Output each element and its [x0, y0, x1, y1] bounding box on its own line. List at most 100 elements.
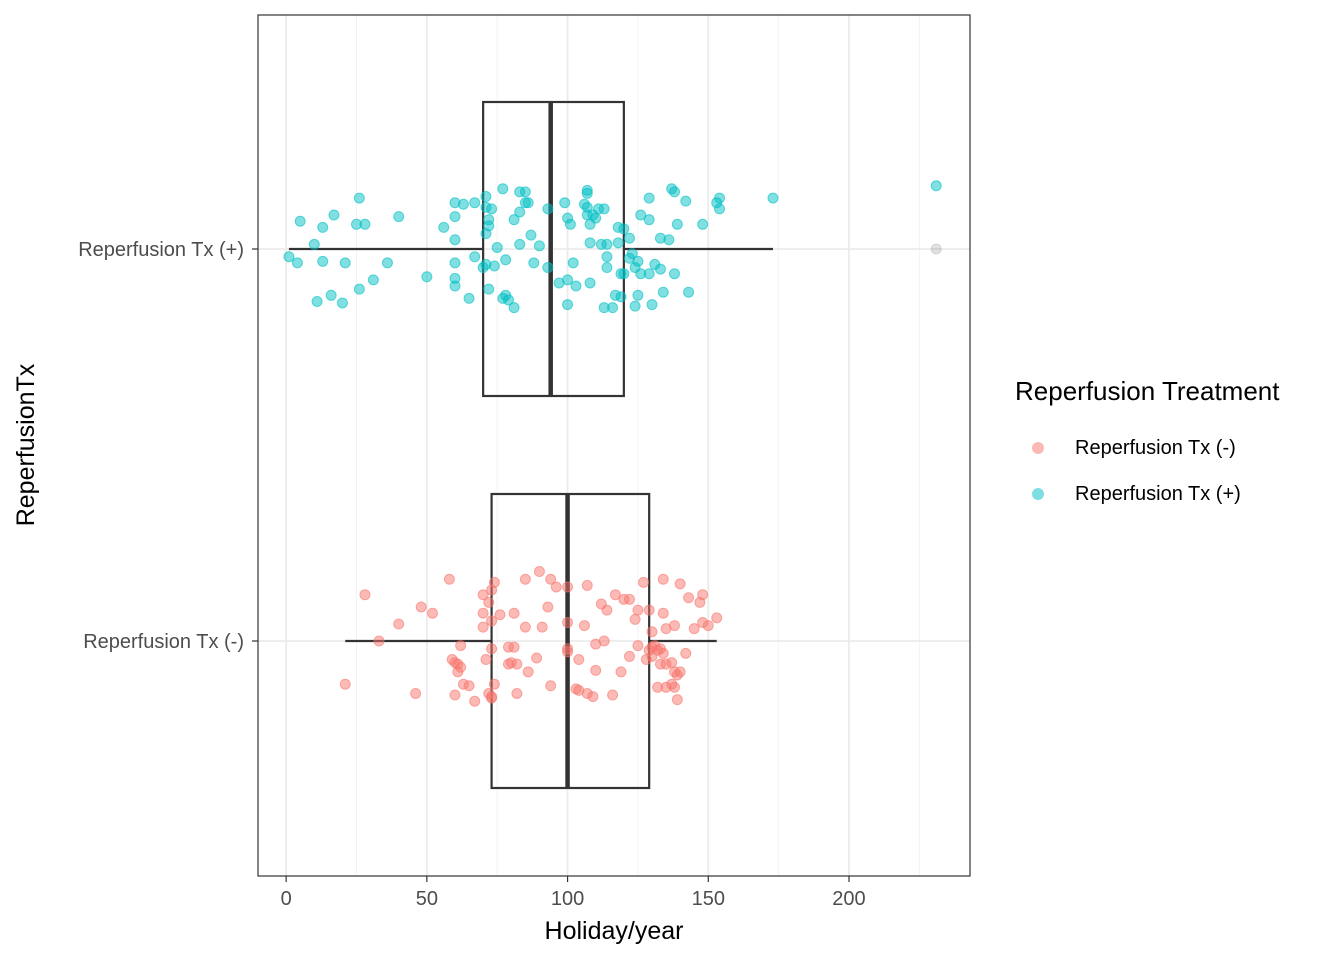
data-point — [449, 211, 461, 223]
data-point — [469, 251, 481, 263]
data-point — [618, 593, 630, 605]
data-point — [669, 620, 681, 632]
data-point — [711, 612, 723, 624]
data-point — [688, 623, 700, 635]
y-tick-label: Reperfusion Tx (-) — [83, 631, 244, 653]
data-point — [663, 234, 675, 246]
data-point — [567, 257, 579, 269]
data-point — [291, 257, 303, 269]
data-point — [654, 263, 666, 275]
data-point — [502, 294, 514, 306]
gridlines — [258, 15, 970, 876]
data-point — [550, 581, 562, 593]
data-point — [669, 186, 681, 198]
data-point — [359, 218, 371, 230]
x-axis-title: Holiday/year — [545, 917, 684, 945]
data-point — [449, 257, 461, 269]
data-point — [533, 240, 545, 252]
data-point — [623, 650, 635, 662]
data-point — [640, 654, 652, 666]
data-point — [328, 209, 340, 221]
data-point — [308, 238, 320, 250]
data-point — [522, 666, 534, 678]
data-point — [393, 211, 405, 223]
data-point — [508, 641, 520, 653]
data-point — [508, 607, 520, 619]
data-point — [477, 589, 489, 601]
data-point — [562, 299, 574, 311]
data-point — [480, 191, 492, 203]
data-point — [643, 192, 655, 204]
data-point — [553, 277, 565, 289]
data-point — [601, 604, 613, 616]
data-point — [317, 255, 329, 267]
x-tick-label: 100 — [551, 888, 584, 910]
data-point — [615, 268, 627, 280]
data-point — [449, 280, 461, 292]
data-point — [353, 192, 365, 204]
jitter-points-layer — [283, 180, 942, 707]
data-point — [573, 654, 585, 666]
data-point — [643, 604, 655, 616]
x-tick-label: 50 — [416, 888, 438, 910]
data-point — [652, 681, 664, 693]
x-axis: 0 50 100 150 200 — [281, 876, 866, 910]
data-point — [680, 195, 692, 207]
data-point — [455, 661, 467, 673]
data-point — [612, 237, 624, 249]
data-point — [587, 209, 599, 221]
data-point — [632, 604, 644, 616]
data-point — [562, 646, 574, 658]
data-point — [657, 647, 669, 659]
data-point — [607, 689, 619, 701]
data-point — [480, 228, 492, 240]
data-point — [671, 218, 683, 230]
legend-label-neg: Reperfusion Tx (-) — [1075, 436, 1236, 459]
data-point — [463, 680, 475, 692]
data-point — [601, 262, 613, 274]
legend-item-reperfusion-tx-neg: Reperfusion Tx (-) — [1015, 425, 1279, 471]
data-point — [601, 238, 613, 250]
data-point — [477, 607, 489, 619]
legend-key-pos — [1027, 483, 1049, 505]
y-tick-label: Reperfusion Tx (+) — [78, 239, 244, 261]
data-point — [353, 283, 365, 295]
data-point — [283, 251, 295, 263]
data-point — [491, 241, 503, 253]
data-point — [508, 214, 520, 226]
data-point — [657, 286, 669, 298]
data-point — [564, 218, 576, 230]
data-point — [449, 234, 461, 246]
data-point — [488, 678, 500, 690]
legend: Reperfusion Treatment Reperfusion Tx (-)… — [1015, 376, 1279, 517]
data-point — [590, 664, 602, 676]
y-axis: Reperfusion Tx (-) Reperfusion Tx (+) — [78, 239, 258, 653]
data-point — [638, 576, 650, 588]
panel-background — [258, 15, 970, 876]
data-point — [607, 302, 619, 314]
data-point — [562, 616, 574, 628]
data-point — [632, 289, 644, 301]
data-point — [930, 180, 942, 192]
data-point — [519, 186, 531, 198]
data-point — [311, 295, 323, 307]
data-point — [483, 283, 495, 295]
x-tick-label: 200 — [832, 888, 865, 910]
data-point — [545, 680, 557, 692]
data-point — [584, 277, 596, 289]
data-point — [623, 232, 635, 244]
data-point — [542, 203, 554, 215]
data-point — [618, 223, 630, 235]
data-point — [410, 687, 422, 699]
data-point — [669, 268, 681, 280]
data-point — [545, 573, 557, 585]
data-point — [522, 197, 534, 209]
data-point — [581, 187, 593, 199]
data-point — [609, 589, 621, 601]
data-point — [584, 237, 596, 249]
data-point — [629, 300, 641, 312]
data-point — [336, 297, 348, 309]
data-point — [339, 257, 351, 269]
data-point — [393, 618, 405, 630]
